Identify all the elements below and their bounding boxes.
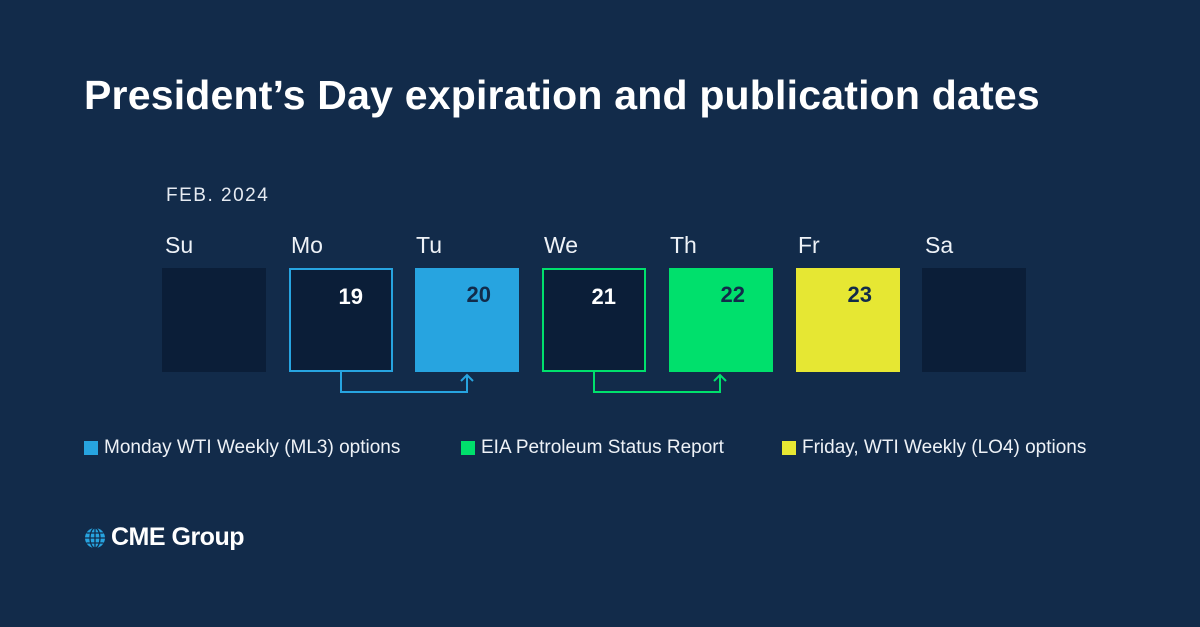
day-name-su: Su [165,232,194,258]
globe-icon [85,526,105,549]
date-number: 19 [338,284,363,309]
day-cell-20: 20 [415,268,519,372]
connector-19-to-20 [340,372,474,393]
legend: Monday WTI Weekly (ML3) options EIA Petr… [84,437,1184,461]
day-name-fr: Fr [798,232,820,258]
month-label: FEB. 2024 [166,185,270,206]
date-number: 22 [720,282,745,307]
day-name-tu: Tu [416,232,442,258]
date-number: 20 [466,282,491,307]
legend-swatch [782,441,796,455]
date-number: 21 [591,284,616,309]
legend-swatch [84,441,98,455]
cme-group-logo: CME Group [84,523,245,552]
day-cell-empty [922,268,1026,372]
day-cell-23: 23 [796,268,900,372]
day-name-th: Th [670,232,697,258]
day-name-sa: Sa [925,232,954,258]
legend-item-eia: EIA Petroleum Status Report [461,437,724,459]
day-cell-21: 21 [542,268,646,372]
logo-text: CME Group [111,523,245,551]
legend-label: Monday WTI Weekly (ML3) options [104,437,401,458]
page-title: President’s Day expiration and publicati… [84,72,1040,118]
legend-swatch [461,441,475,455]
day-name-mo: Mo [291,232,323,258]
connector-21-to-22 [593,372,727,393]
date-number: 23 [847,282,872,307]
day-cell-22: 22 [669,268,773,372]
legend-label: Friday, WTI Weekly (LO4) options [802,437,1087,458]
legend-item-lo4: Friday, WTI Weekly (LO4) options [782,437,1086,459]
day-cell-19: 19 [289,268,393,372]
legend-label: EIA Petroleum Status Report [481,437,724,458]
day-name-we: We [544,232,579,258]
day-cell-empty [162,268,266,372]
legend-item-ml3: Monday WTI Weekly (ML3) options [84,437,400,459]
